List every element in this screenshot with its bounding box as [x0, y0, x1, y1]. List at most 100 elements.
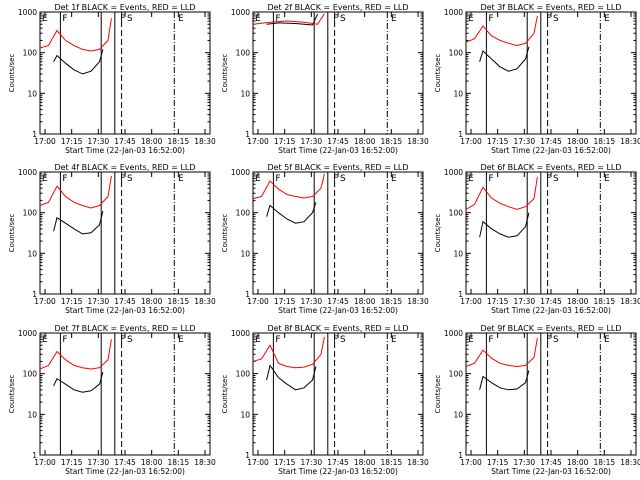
chart-panel: Det 8f BLACK = Events, RED = LLD 1 10 100 10…: [221, 324, 429, 476]
x-axis-label: Start Time (22-Jan-03 16:52:00): [278, 306, 398, 315]
chart-title: Det 5f BLACK = Events, RED = LLD: [267, 163, 408, 172]
y-axis-label: Counts/sec: [434, 54, 442, 93]
y-axis-label: Counts/sec: [8, 54, 16, 93]
marker-label: F: [546, 14, 551, 24]
x-tick-label: 18:15: [168, 137, 190, 146]
marker-label: E: [391, 174, 397, 184]
x-tick-label: 18:15: [381, 297, 403, 306]
lld-series-line: [465, 15, 538, 47]
marker-label: E: [468, 14, 474, 24]
marker-label: S: [340, 335, 346, 345]
lld-series-line: [252, 173, 325, 200]
lld-series-line: [39, 18, 112, 52]
marker-label: S: [127, 174, 133, 184]
marker-label: E: [468, 335, 474, 345]
plot-frame: [39, 171, 211, 295]
y-tick-label: 1: [458, 451, 463, 460]
marker-label: F: [275, 14, 280, 24]
marker-label: F: [546, 335, 551, 345]
x-tick-label: 18:30: [620, 297, 640, 306]
x-tick-label: 18:00: [567, 137, 589, 146]
x-tick-label: 17:30: [88, 137, 110, 146]
marker-label: F: [488, 14, 493, 24]
y-tick-label: 1000: [231, 8, 250, 17]
y-tick-label: 1000: [18, 168, 37, 177]
events-series-line: [266, 202, 317, 224]
chart-title: Det 8f BLACK = Events, RED = LLD: [267, 324, 408, 333]
x-tick-label: 17:30: [514, 137, 536, 146]
x-tick-label: 18:15: [594, 297, 616, 306]
x-tick-label: 17:00: [460, 458, 482, 467]
marker-label: F: [546, 174, 551, 184]
x-tick-label: 17:45: [327, 458, 349, 467]
y-tick-label: 100: [23, 49, 38, 58]
marker-label: F: [62, 174, 67, 184]
chart-panel: Det 5f BLACK = Events, RED = LLD 1 10 100 10…: [221, 163, 429, 315]
y-tick-label: 10: [453, 410, 463, 419]
x-tick-label: 18:30: [194, 458, 216, 467]
y-tick-label: 1: [32, 451, 37, 460]
y-axis-label: Counts/sec: [8, 375, 16, 414]
x-axis-label: Start Time (22-Jan-03 16:52:00): [65, 146, 185, 155]
events-series-line: [479, 370, 530, 391]
y-tick-label: 100: [236, 370, 251, 379]
y-tick-label: 100: [23, 370, 38, 379]
x-axis-label: Start Time (22-Jan-03 16:52:00): [65, 467, 185, 476]
lld-series-line: [465, 177, 538, 210]
marker-label: F: [62, 335, 67, 345]
marker-label: E: [42, 335, 48, 345]
marker-label: E: [604, 335, 610, 345]
events-series-line: [266, 13, 319, 26]
chart-title: Det 7f BLACK = Events, RED = LLD: [54, 324, 195, 333]
y-tick-label: 100: [449, 370, 464, 379]
marker-label: E: [468, 174, 474, 184]
marker-label: F: [120, 174, 125, 184]
x-tick-label: 17:45: [540, 137, 562, 146]
y-tick-label: 1000: [444, 168, 463, 177]
x-tick-label: 17:15: [61, 137, 83, 146]
events-series-line: [53, 371, 104, 393]
y-tick-label: 100: [236, 49, 251, 58]
marker-label: F: [333, 174, 338, 184]
y-tick-label: 1000: [444, 329, 463, 338]
y-tick-label: 10: [27, 410, 37, 419]
x-tick-label: 18:30: [194, 297, 216, 306]
x-tick-label: 17:30: [514, 297, 536, 306]
x-tick-label: 17:45: [327, 137, 349, 146]
x-tick-label: 18:00: [567, 297, 589, 306]
x-tick-label: 17:15: [61, 458, 83, 467]
y-axis-label: Counts/sec: [221, 375, 229, 414]
marker-label: F: [120, 335, 125, 345]
plot-frame: [465, 171, 637, 295]
y-tick-label: 1: [245, 130, 250, 139]
x-axis-label: Start Time (22-Jan-03 16:52:00): [278, 467, 398, 476]
marker-label: E: [391, 335, 397, 345]
x-axis-label: Start Time (22-Jan-03 16:52:00): [65, 306, 185, 315]
marker-label: S: [340, 14, 346, 24]
y-axis-label: Counts/sec: [221, 214, 229, 253]
x-tick-label: 17:45: [540, 458, 562, 467]
y-tick-label: 1000: [18, 8, 37, 17]
y-tick-label: 1: [32, 130, 37, 139]
marker-label: E: [178, 174, 184, 184]
x-tick-label: 18:15: [168, 297, 190, 306]
x-tick-label: 17:30: [514, 458, 536, 467]
x-tick-label: 17:30: [88, 458, 110, 467]
marker-label: E: [604, 14, 610, 24]
y-axis-label: Counts/sec: [434, 375, 442, 414]
chart-panel: Det 1f BLACK = Events, RED = LLD 1 10 100 10…: [8, 3, 216, 155]
y-tick-label: 1000: [231, 168, 250, 177]
x-tick-label: 17:30: [88, 297, 110, 306]
marker-label: E: [391, 14, 397, 24]
y-tick-label: 10: [27, 89, 37, 98]
chart-panel: Det 3f BLACK = Events, RED = LLD 1 10 100 10…: [434, 3, 640, 155]
events-series-line: [479, 46, 530, 72]
y-tick-label: 10: [27, 249, 37, 258]
marker-label: S: [553, 14, 559, 24]
x-tick-label: 18:00: [141, 297, 163, 306]
chart-panel: Det 9f BLACK = Events, RED = LLD 1 10 100 10…: [434, 324, 640, 476]
lld-series-line: [39, 339, 112, 370]
x-tick-label: 18:00: [354, 297, 376, 306]
events-series-line: [53, 49, 104, 75]
